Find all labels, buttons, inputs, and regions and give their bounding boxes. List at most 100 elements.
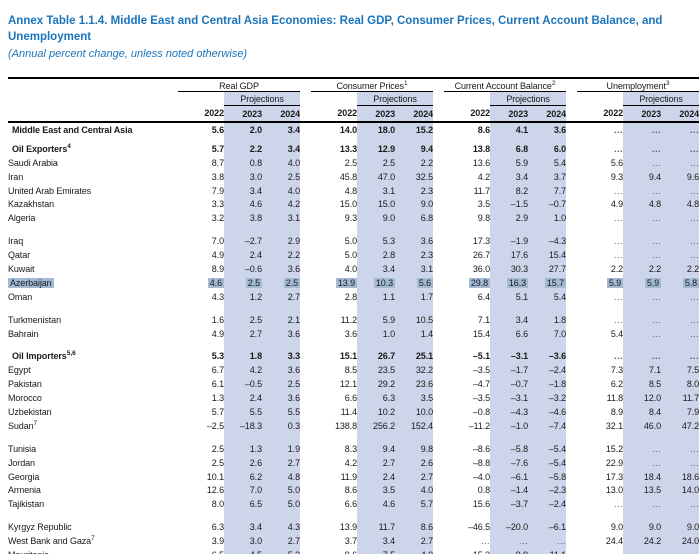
value-cell: 3.5 — [420, 393, 434, 404]
value-cell: ... — [528, 534, 566, 548]
column-gap — [433, 77, 445, 92]
table-row: Azerbaijan 4.6 2.5 2.5 13.9 10.3 5.6 29.8 16.3 15… — [8, 276, 699, 290]
table-title: Annex Table 1.1.4. Middle East and Centr… — [8, 13, 698, 45]
value-cell: –4.3 — [510, 406, 529, 417]
column-gap — [566, 483, 577, 497]
column-gap — [433, 456, 444, 470]
column-gap — [566, 234, 577, 248]
value-cell: –4.7 — [472, 379, 491, 390]
value-cell: 2.8 — [344, 291, 358, 302]
value-cell: 23.5 — [377, 365, 396, 376]
value-cell: 1.7 — [420, 291, 434, 302]
no-data-dots: ... — [614, 143, 624, 154]
value-cell: –0.5 — [244, 379, 262, 390]
value-cell: ... — [623, 313, 661, 327]
value-cell: 17.3 — [472, 236, 491, 247]
value-cell: ... — [623, 456, 661, 470]
row-gap — [8, 433, 699, 442]
value-cell: 2.5 — [224, 276, 262, 290]
value-cell: 4.0 — [287, 157, 301, 168]
value-cell: 2.2 — [249, 143, 262, 154]
value-cell: –2.7 — [244, 236, 262, 247]
value-cell: 3.3 — [211, 199, 224, 210]
no-data-dots: ... — [690, 499, 699, 510]
value-cell: 4.8 — [686, 199, 699, 210]
value-cell: 3.3 — [287, 351, 301, 362]
column-gap — [300, 377, 311, 391]
value-cell: 5.6 — [610, 157, 624, 168]
value-cell: 18.0 — [377, 124, 396, 135]
value-cell: 256.2 — [372, 420, 396, 431]
column-gap — [566, 211, 577, 225]
table-row: Turkmenistan 1.6 2.5 2.1 11.2 5.9 10.5 7.1 3.4 1.… — [8, 313, 699, 327]
value-cell: 5.3 — [211, 351, 224, 362]
table-title-line1: Annex Table 1.1.4. Middle East and Centr… — [8, 15, 663, 27]
row-gap-cell — [8, 304, 699, 313]
value-cell: 15.7 — [528, 276, 567, 290]
value-cell: ... — [577, 497, 623, 511]
column-gap — [300, 470, 311, 484]
no-data-dots: ... — [690, 351, 699, 362]
value-cell: –3.1 — [510, 393, 529, 404]
value-cell: –1.4 — [510, 485, 529, 496]
column-gap — [300, 483, 311, 497]
value-cell: 7.1 — [648, 365, 662, 376]
value-cell: 3.6 — [287, 365, 301, 376]
value-cell: 4.8 — [648, 199, 662, 210]
row-label-cell: Sudan7 — [8, 419, 38, 431]
value-cell: 6.8 — [420, 213, 434, 224]
value-cell: 3.5 — [382, 485, 396, 496]
value-cell: 14.0 — [339, 124, 358, 135]
value-cell: 5.6 — [395, 276, 434, 290]
value-cell: 13.3 — [339, 143, 358, 154]
value-cell: 2.7 — [382, 457, 396, 468]
column-group-label: Consumer Prices1 — [311, 77, 434, 92]
no-data-dots: ... — [652, 550, 661, 554]
value-cell: 9.0 — [686, 522, 699, 533]
value-cell: 1.3 — [249, 443, 262, 454]
value-cell: 24.2 — [643, 536, 662, 547]
column-gap — [300, 391, 311, 405]
header-empty-cell — [8, 105, 178, 123]
selected-text: 16.3 — [506, 277, 529, 288]
value-cell: ... — [661, 548, 699, 554]
value-cell: 11.2 — [340, 314, 358, 325]
value-cell: 5.0 — [287, 499, 301, 510]
row-label-cell: Kyrgyz Republic — [8, 522, 72, 533]
no-data-dots: ... — [614, 185, 624, 196]
value-cell: 6.0 — [553, 143, 567, 154]
value-cell: –0.7 — [510, 379, 529, 390]
value-cell: 3.4 — [515, 171, 529, 182]
header-projections-row: Projections Projections Projections Project… — [8, 91, 699, 106]
column-gap — [300, 77, 312, 92]
value-cell: 13.8 — [472, 143, 491, 154]
value-cell: ... — [577, 349, 623, 363]
year-header-cell: 2024 — [262, 105, 301, 123]
column-gap — [566, 442, 577, 456]
value-cell: –11.1 — [528, 548, 566, 554]
value-cell: 5.0 — [344, 250, 358, 261]
value-cell: 14.0 — [681, 485, 699, 496]
value-cell: ... — [623, 184, 661, 198]
column-gap — [300, 419, 311, 433]
table-row: Kyrgyz Republic 6.3 3.4 4.3 13.9 11.7 8.6 –46.5… — [8, 520, 699, 534]
value-cell: 9.4 — [648, 171, 662, 182]
selected-text: 2.5 — [283, 277, 301, 288]
column-gap — [433, 142, 444, 156]
projections-label: Projections — [490, 91, 567, 106]
no-data-dots: ... — [481, 536, 491, 547]
value-cell: 17.6 — [510, 250, 529, 261]
column-gap — [433, 122, 444, 137]
value-cell: 9.8 — [477, 213, 491, 224]
value-cell: 2.5 — [287, 379, 301, 390]
column-gap — [300, 534, 311, 548]
header-empty-cell — [444, 92, 490, 106]
value-cell: 3.4 — [382, 536, 396, 547]
value-cell: 2.5 — [344, 157, 358, 168]
value-cell: 5.6 — [211, 124, 224, 135]
value-cell: 24.4 — [605, 536, 624, 547]
value-cell: 2.3 — [420, 250, 434, 261]
value-cell: ... — [577, 290, 623, 304]
year-header-cell: 2024 — [528, 105, 567, 123]
header-group-row: Real GDP Consumer Prices1 Current Account … — [8, 77, 699, 92]
